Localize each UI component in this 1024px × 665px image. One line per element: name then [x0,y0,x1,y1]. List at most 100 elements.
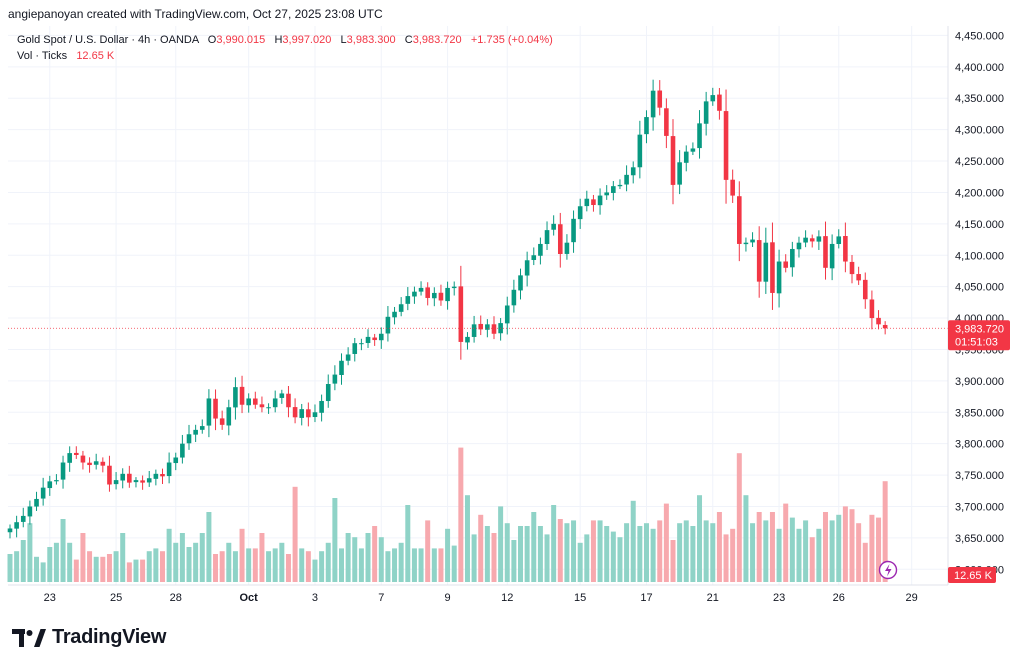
symbol-legend[interactable]: Gold Spot / U.S. Dollar · 4h · OANDA O3,… [17,34,553,46]
volume-bar [431,548,437,582]
price-tick-label: 4,300.000 [955,125,1004,137]
candle-body [703,101,709,124]
candle-body [54,480,59,482]
candle-body [133,480,139,483]
candle-body [597,195,603,206]
volume-bar [531,512,537,582]
candle-body [140,480,145,483]
candle-body [531,255,537,260]
candle-body [650,90,656,118]
candle-body [882,324,888,329]
candle-body [20,515,26,522]
candle-body [279,393,285,398]
price-tick-label: 4,050.000 [955,282,1004,294]
candle-body [538,243,543,256]
time-axis[interactable]: 23 25 28 Oct 3 7 9 12 15 17 21 23 26 29 [44,592,918,604]
candle-body [763,242,769,282]
candle-body [571,218,576,243]
time-tick-label: 29 [906,592,918,604]
volume-bar [484,526,490,582]
volume-bar [206,512,212,582]
time-tick-label: Oct [240,592,259,604]
time-tick-label: 21 [707,592,719,604]
volume-bar [372,526,378,582]
candle-body [272,398,278,408]
volume-bar [226,542,232,582]
candle-body [74,452,79,455]
candle-body [392,311,397,318]
volume-bar [438,548,444,582]
change-value: +1.735 (+0.04%) [470,34,553,46]
volume-bar [285,554,291,582]
candle-body [146,478,152,483]
volume-bar [458,447,464,582]
open-label: O [207,34,217,46]
candle-body [385,316,391,334]
candle-body [186,434,192,444]
candle-body [153,473,159,479]
candle-body [259,404,265,408]
candle-body [809,238,815,242]
candle-body [557,224,563,254]
volume-bar [836,514,842,582]
price-tick-label: 3,700.000 [955,501,1004,513]
volume-bar [683,520,689,582]
candle-body [491,324,497,334]
candle-body [790,248,795,268]
volume-bar [7,554,13,582]
candle-body [551,223,556,230]
volume-bar [272,548,278,582]
candle-body [166,462,172,477]
volume-bar [703,520,709,582]
candle-body [319,400,324,413]
candle-body [504,305,510,324]
candle-body [485,324,490,330]
candle-body [869,299,875,319]
volume-bar [411,548,417,582]
volume-legend[interactable]: Vol · Ticks 12.65 K [17,50,114,62]
candle-body [113,480,119,485]
volume-bar [106,554,112,582]
candle-body [524,260,530,276]
candle-body [577,206,583,220]
volume-bar [199,533,205,582]
candle-body [213,398,218,419]
candle-body [683,151,689,163]
volume-bar [511,540,517,582]
volume-bar [166,528,172,582]
candle-body [737,196,742,244]
volume-bar [856,523,862,582]
volume-bar [551,505,557,582]
candle-body [829,243,835,269]
alert-icon[interactable] [878,560,898,580]
candle-body [60,462,66,480]
volume-bar [590,520,596,582]
candle-body [511,289,517,306]
volume-bar [398,542,404,582]
candle-body [332,374,338,384]
volume-bar [650,528,656,582]
volume-bar [557,519,563,582]
candle-body [730,179,735,196]
volume-bar [332,498,338,582]
volume-bar [365,533,371,582]
volume-bar [504,523,510,582]
candle-body [219,418,225,425]
volume-bar [657,520,663,582]
candle-body [206,398,212,426]
volume-bar [153,548,159,582]
candle-body [325,384,331,402]
tradingview-logo[interactable]: TradingView [12,626,166,649]
candle-body [100,461,106,466]
candle-body [756,240,762,282]
volume-bar [604,526,610,582]
candle-body [657,90,663,108]
price-tick-label: 3,800.000 [955,439,1004,451]
low-value: 3,983.300 [346,34,396,46]
volume-bar [246,548,252,582]
candle-body [458,286,464,342]
candle-body [796,242,802,250]
volume-bar [100,556,106,582]
candle-body [233,387,238,408]
